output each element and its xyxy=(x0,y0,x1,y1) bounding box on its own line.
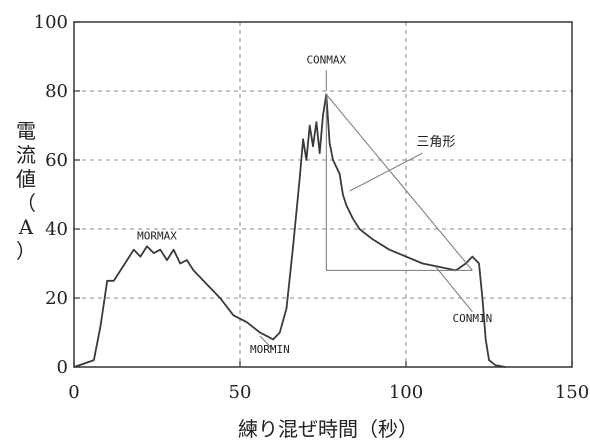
triangle-hypotenuse xyxy=(325,94,473,271)
plot-frame xyxy=(73,21,573,368)
x-tick-label: 0 xyxy=(68,382,79,403)
leader-conmin xyxy=(435,266,473,313)
data-line-series-0 xyxy=(73,93,506,368)
leader-triangle xyxy=(349,152,423,192)
annotation-label: MORMAX xyxy=(137,229,177,242)
x-tick-label: 150 xyxy=(555,382,589,403)
y-tick-label: 0 xyxy=(57,357,68,378)
leader-mormin xyxy=(259,335,274,351)
x-tick-label: 50 xyxy=(229,382,252,403)
y-tick-label: 100 xyxy=(34,12,68,33)
x-axis-title: 練り混ぜ時間（秒） xyxy=(238,417,418,441)
y-tick-label: 80 xyxy=(45,81,68,102)
y-tick-label: 60 xyxy=(45,150,68,171)
annotation-label: MORMIN xyxy=(250,343,290,356)
y-axis-title: 電流値（ A） xyxy=(16,119,36,263)
y-tick-label: 40 xyxy=(45,219,68,240)
annotation-label: CONMIN xyxy=(453,312,493,325)
annotation-label: 三角形 xyxy=(416,135,455,150)
y-tick-label: 20 xyxy=(45,288,68,309)
x-tick-label: 100 xyxy=(389,382,423,403)
annotation-label: CONMAX xyxy=(306,53,346,66)
